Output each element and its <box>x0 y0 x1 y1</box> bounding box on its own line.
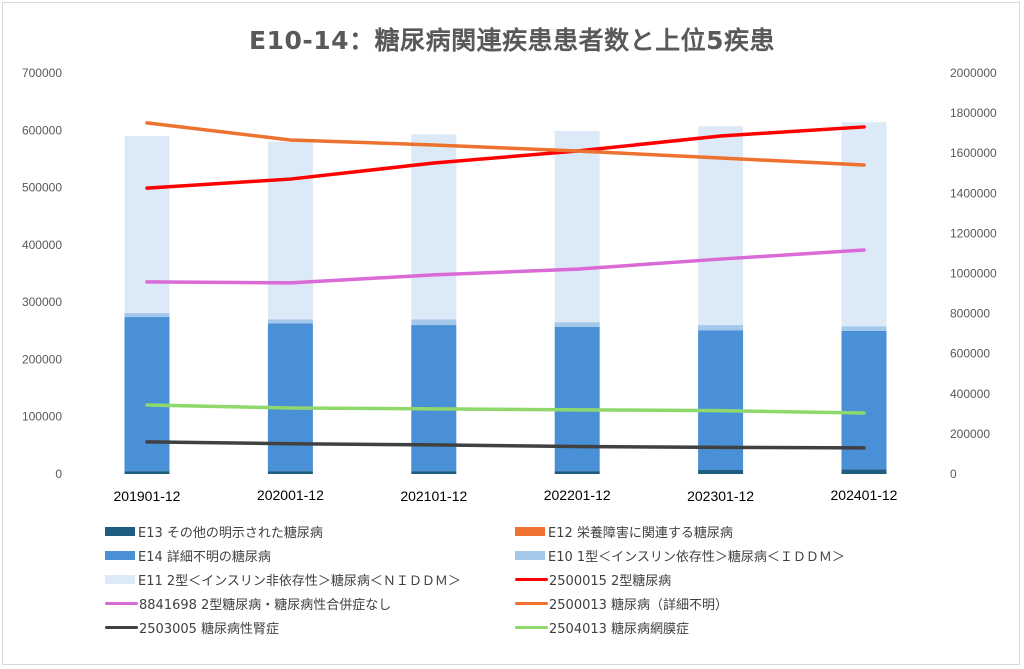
bar-segment <box>124 313 170 318</box>
bar-segment <box>411 325 457 472</box>
right-axis-ticks: 0 200000 400000 600000 800000 1000000 1200000 1… <box>950 66 997 481</box>
legend-label: E10 1型＜インスリン依存性＞糖尿病＜ＩＤＤＭ＞ <box>548 549 845 565</box>
left-axis-tick-label: 300000 <box>22 295 62 309</box>
left-axis-tick-label: 600000 <box>22 123 62 137</box>
legend-label: 8841698 2型糖尿病・糖尿病性合併症なし <box>139 597 392 613</box>
legend-bar-swatch <box>105 550 135 560</box>
legend-line-swatch <box>105 601 138 605</box>
legend-item: 8841698 2型糖尿病・糖尿病性合併症なし <box>105 593 515 613</box>
legend-line-swatch <box>515 625 548 629</box>
bar-segment <box>698 325 744 331</box>
legend-item: E10 1型＜インスリン依存性＞糖尿病＜ＩＤＤＭ＞ <box>515 545 925 565</box>
legend-bar-swatch <box>515 550 545 560</box>
x-axis-tick-label: 201901-12 <box>114 488 181 504</box>
line-series <box>145 248 866 285</box>
left-axis-tick-label: 0 <box>55 467 62 481</box>
left-axis-tick-label: 700000 <box>22 66 62 80</box>
right-axis-tick-label: 200000 <box>950 427 990 441</box>
bar-segment <box>554 326 600 472</box>
line-series <box>145 440 866 450</box>
legend-line-swatch <box>515 601 548 605</box>
legend-line-swatch <box>105 625 138 629</box>
legend-item: E14 詳細不明の糖尿病 <box>105 545 515 565</box>
legend-label: E14 詳細不明の糖尿病 <box>138 549 271 565</box>
legend-line-swatch <box>515 577 548 581</box>
right-axis-tick-label: 1800000 <box>950 106 997 120</box>
left-axis-tick-label: 200000 <box>22 352 62 366</box>
legend-label: 2500013 糖尿病（詳細不明） <box>549 597 729 613</box>
line-series <box>145 125 866 190</box>
bar-segment <box>267 319 313 324</box>
legend-item: 2500015 2型糖尿病 <box>515 569 925 589</box>
legend-item: E13 その他の明示された糖尿病 <box>105 521 515 541</box>
right-axis-tick-label: 800000 <box>950 307 990 321</box>
legend-label: E11 2型＜インスリン非依存性＞糖尿病＜ＮＩＤＤＭ＞ <box>138 573 461 589</box>
bar-segment <box>554 322 600 327</box>
legend-bar-swatch <box>515 526 545 536</box>
x-axis-tick-label: 202401-12 <box>831 487 898 503</box>
legend-bar-swatch <box>105 526 135 536</box>
bar-segment <box>124 317 170 472</box>
legend-label: 2504013 糖尿病網膜症 <box>549 621 690 637</box>
chart-title: E10-14：糖尿病関連疾患患者数と上位5疾患 <box>249 26 775 55</box>
x-axis-tick-label: 202101-12 <box>400 488 467 504</box>
left-axis-tick-label: 500000 <box>22 181 62 195</box>
right-axis-tick-label: 2000000 <box>950 66 997 80</box>
legend-item: 2500013 糖尿病（詳細不明） <box>515 593 925 613</box>
legend-label: 2503005 糖尿病性腎症 <box>139 621 280 637</box>
bar-segment <box>554 471 600 474</box>
line-series <box>145 121 866 167</box>
bar-segment <box>841 469 887 474</box>
x-axis-tick-label: 202301-12 <box>687 488 754 504</box>
bar-segment <box>554 130 600 323</box>
left-axis-tick-label: 400000 <box>22 238 62 252</box>
legend-item: 2503005 糖尿病性腎症 <box>105 617 515 637</box>
legend-bar-swatch <box>105 574 135 584</box>
bars <box>124 122 887 474</box>
bar-segment <box>267 323 313 472</box>
bar-segment <box>124 136 170 314</box>
legend-label: E12 栄養障害に関連する糖尿病 <box>548 525 733 541</box>
right-axis-tick-label: 1200000 <box>950 226 997 240</box>
bar-segment <box>698 469 744 474</box>
line-series <box>145 403 866 415</box>
legend-item: E11 2型＜インスリン非依存性＞糖尿病＜ＮＩＤＤＭ＞ <box>105 569 515 589</box>
x-axis-ticks: 201901-12 202001-12 202101-12 202201-12 2023… <box>114 487 898 504</box>
left-axis-ticks: 0 100000 200000 300000 400000 500000 600000 700… <box>22 66 62 481</box>
lines <box>145 121 866 450</box>
bar-segment <box>267 141 313 320</box>
right-axis-tick-label: 0 <box>950 467 957 481</box>
bar-segment <box>124 471 170 474</box>
right-axis-tick-label: 1000000 <box>950 267 997 281</box>
left-axis-tick-label: 100000 <box>22 410 62 424</box>
bar-segment <box>411 471 457 474</box>
legend-item: E12 栄養障害に関連する糖尿病 <box>515 521 925 541</box>
x-axis-tick-label: 202201-12 <box>544 487 611 503</box>
bar-segment <box>411 319 457 326</box>
right-axis-tick-label: 400000 <box>950 387 990 401</box>
x-axis-tick-label: 202001-12 <box>257 487 324 503</box>
bar-segment <box>267 471 313 474</box>
chart-legend: E13 その他の明示された糖尿病 E12 栄養障害に関連する糖尿病 E14 詳細不明… <box>105 521 935 637</box>
bar-segment <box>841 122 887 327</box>
legend-label: E13 その他の明示された糖尿病 <box>138 525 323 541</box>
legend-item: 2504013 糖尿病網膜症 <box>515 617 925 637</box>
right-axis-tick-label: 1400000 <box>950 186 997 200</box>
legend-label: 2500015 2型糖尿病 <box>549 573 672 589</box>
right-axis-tick-label: 600000 <box>950 347 990 361</box>
right-axis-tick-label: 1600000 <box>950 146 997 160</box>
bar-segment <box>841 326 887 331</box>
